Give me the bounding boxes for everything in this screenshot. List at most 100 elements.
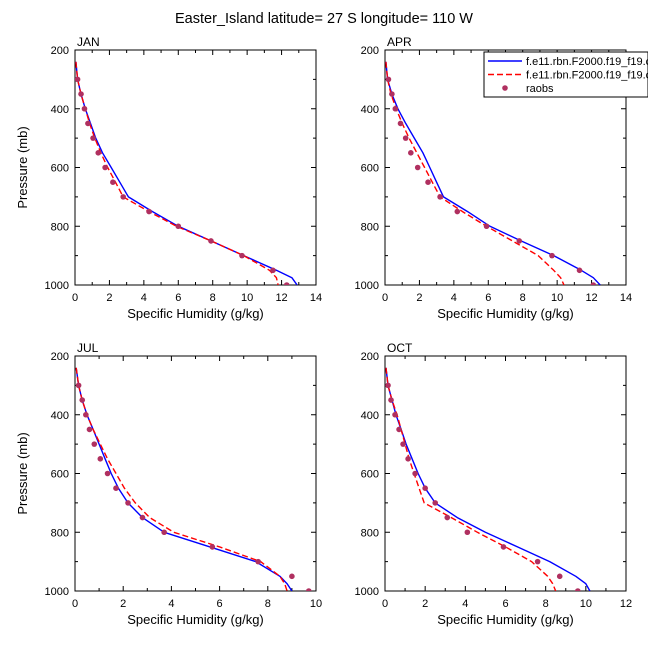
raobs-point: [388, 397, 394, 403]
y-tick-label: 600: [51, 469, 69, 481]
y-tick-label: 200: [361, 351, 379, 363]
legend-label: f.e11.rbn.F2000.f19_f19.ctrl: [526, 70, 648, 82]
raobs-point: [464, 529, 471, 536]
y-axis-label: Pressure (mb): [15, 126, 30, 208]
raobs-point: [90, 135, 96, 141]
raobs-point: [255, 558, 261, 565]
panel-jan: JAN 0 2 4 6 8 10 12 14 200 400 600 800 1000 Specific H…: [15, 35, 322, 321]
x-tick-label: 2: [106, 292, 112, 304]
raobs-point: [402, 135, 409, 141]
raobs-point: [575, 588, 581, 591]
raobs-point: [146, 208, 152, 215]
raobs-point: [534, 558, 541, 565]
plot-frame: [384, 355, 627, 592]
series-group: [385, 367, 591, 591]
raobs-point: [208, 238, 214, 244]
raobs-point: [110, 179, 116, 185]
legend: f.e11.rbn.F2000.f19_f19.ctrl f.e11.rbn.F2…: [483, 51, 648, 98]
x-tick-label: 6: [217, 598, 223, 610]
y-tick-label: 200: [361, 45, 379, 57]
raobs-point: [549, 252, 555, 259]
raobs-point: [78, 91, 84, 97]
raobs-point: [400, 441, 406, 447]
raobs-point: [79, 397, 86, 403]
raobs-point: [139, 514, 146, 521]
y-tick-label: 600: [361, 469, 379, 481]
y-tick-label: 1000: [45, 586, 69, 598]
x-tick-label: 10: [580, 598, 592, 610]
raobs-point: [91, 441, 98, 447]
x-axis-label: Specific Humidity (g/kg): [127, 612, 264, 627]
y-tick-label: 400: [361, 410, 379, 422]
x-tick-label: 10: [241, 292, 253, 304]
series-line-solid: [75, 61, 298, 285]
y-axis-label: Pressure (mb): [15, 432, 30, 514]
raobs-point: [104, 470, 111, 477]
raobs-point: [444, 514, 451, 521]
raobs-point: [270, 267, 276, 274]
raobs-point: [305, 588, 312, 591]
y-tick-label: 1000: [355, 280, 379, 292]
raobs-point: [483, 223, 490, 230]
raobs-point: [95, 150, 102, 156]
x-tick-label: 2: [120, 598, 126, 610]
raobs-point: [125, 500, 131, 506]
raobs-point: [414, 164, 421, 171]
y-tick-label: 800: [361, 221, 379, 233]
series-line-dashed: [75, 367, 288, 591]
raobs-point: [408, 150, 414, 156]
raobs-point: [576, 267, 583, 274]
raobs-point: [397, 120, 404, 127]
y-tick-label: 800: [51, 527, 69, 539]
panel-oct: OCT 0 2 4 6 8 10 12 200 400 600 800 1000 Specific Hum…: [355, 341, 633, 627]
raobs-point: [75, 382, 82, 389]
x-tick-label: 4: [141, 292, 147, 304]
raobs-point: [289, 573, 295, 580]
y-tick-label: 600: [51, 163, 69, 175]
y-tick-label: 400: [51, 104, 69, 116]
raobs-point: [425, 179, 431, 185]
raobs-point: [113, 485, 119, 491]
y-tick-label: 400: [361, 104, 379, 116]
raobs-point: [405, 456, 411, 462]
x-tick-label: 0: [72, 598, 78, 610]
raobs-point: [83, 411, 89, 418]
panel-label-jan: JAN: [77, 35, 100, 49]
panel-label-oct: OCT: [387, 341, 413, 355]
x-tick-label: 14: [310, 292, 322, 304]
y-tick-label: 600: [361, 163, 379, 175]
x-tick-label: 10: [551, 292, 563, 304]
raobs-point: [85, 120, 91, 127]
series-group: [385, 61, 601, 285]
series-line-solid: [75, 367, 293, 591]
legend-label: raobs: [526, 83, 554, 95]
raobs-point: [590, 282, 597, 285]
x-tick-label: 0: [72, 292, 78, 304]
raobs-point: [432, 500, 439, 506]
x-tick-label: 6: [502, 598, 508, 610]
raobs-point: [175, 223, 182, 230]
panel-apr: APR 0 2 4 6 8 10 12 14 200 400 600 800 1000 Specific H…: [355, 35, 633, 321]
y-tick-label: 200: [51, 351, 69, 363]
y-tick-label: 200: [51, 45, 69, 57]
series-line-dashed: [385, 61, 565, 285]
raobs-point: [454, 208, 461, 215]
raobs-point: [392, 105, 399, 112]
x-tick-label: 14: [620, 292, 632, 304]
x-tick-label: 4: [451, 292, 457, 304]
panel-jul: JUL 0 2 4 6 8 10 200 400 600 800 1000 Specific Humid…: [15, 341, 322, 627]
raobs-point: [75, 76, 81, 83]
legend-marker-raobs: [502, 85, 508, 91]
series-line-dashed: [75, 61, 279, 285]
y-tick-label: 400: [51, 410, 69, 422]
raobs-point: [412, 470, 418, 477]
series-group: [75, 367, 312, 591]
raobs-point: [422, 485, 428, 491]
x-axis-label: Specific Humidity (g/kg): [437, 612, 574, 627]
x-tick-label: 4: [168, 598, 174, 610]
raobs-point: [102, 164, 108, 171]
raobs-point: [209, 544, 216, 550]
raobs-point: [120, 194, 126, 200]
